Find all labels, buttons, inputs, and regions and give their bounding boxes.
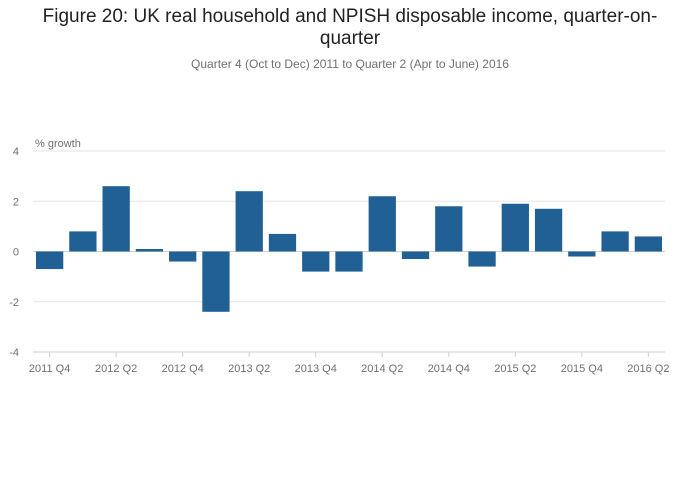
y-tick-label: -2 bbox=[9, 297, 19, 309]
bar[interactable] bbox=[35, 251, 64, 270]
y-tick-label: 4 bbox=[13, 146, 19, 158]
x-tick-label: 2014 Q2 bbox=[361, 363, 403, 375]
x-tick-label: 2012 Q4 bbox=[162, 363, 204, 375]
bar[interactable] bbox=[202, 251, 230, 312]
x-tick-label: 2014 Q4 bbox=[428, 363, 470, 375]
bar[interactable] bbox=[501, 203, 529, 252]
bar[interactable] bbox=[634, 236, 663, 252]
bar[interactable] bbox=[468, 251, 496, 267]
x-tick-label: 2013 Q4 bbox=[295, 363, 337, 375]
y-tick-label: 0 bbox=[13, 247, 19, 259]
y-axis: 4 2 0 -2 -4 bbox=[9, 146, 19, 359]
bars bbox=[35, 186, 663, 312]
x-tick-label: 2015 Q4 bbox=[561, 363, 603, 375]
x-axis: 2011 Q4 2012 Q2 2012 Q4 2013 Q2 2013 Q4 2014 … bbox=[29, 351, 669, 375]
bar[interactable] bbox=[568, 251, 596, 257]
chart-subtitle: Quarter 4 (Oct to Dec) 2011 to Quarter 2… bbox=[191, 57, 509, 71]
bar[interactable] bbox=[335, 251, 363, 272]
y-axis-label: % growth bbox=[35, 138, 81, 150]
bar[interactable] bbox=[302, 251, 330, 272]
bar[interactable] bbox=[235, 191, 263, 252]
bar[interactable] bbox=[601, 231, 629, 252]
y-tick-label: -4 bbox=[9, 347, 19, 359]
x-tick-label: 2015 Q2 bbox=[494, 363, 536, 375]
x-tick-label: 2011 Q4 bbox=[29, 363, 70, 375]
chart-title: Figure 20: UK real household and NPISH d… bbox=[42, 6, 658, 49]
bar[interactable] bbox=[102, 186, 130, 252]
bar[interactable] bbox=[401, 251, 430, 260]
x-tick-label: 2012 Q2 bbox=[95, 363, 137, 375]
bar[interactable] bbox=[268, 233, 297, 252]
bar[interactable] bbox=[135, 248, 164, 252]
bar[interactable] bbox=[69, 231, 97, 252]
bar[interactable] bbox=[534, 208, 563, 252]
bar[interactable] bbox=[435, 206, 463, 252]
bar[interactable] bbox=[368, 196, 396, 252]
y-tick-label: 2 bbox=[13, 196, 19, 208]
x-tick-label: 2013 Q2 bbox=[228, 363, 270, 375]
bar[interactable] bbox=[169, 251, 197, 262]
x-tick-label: 2016 Q2 bbox=[627, 363, 669, 375]
